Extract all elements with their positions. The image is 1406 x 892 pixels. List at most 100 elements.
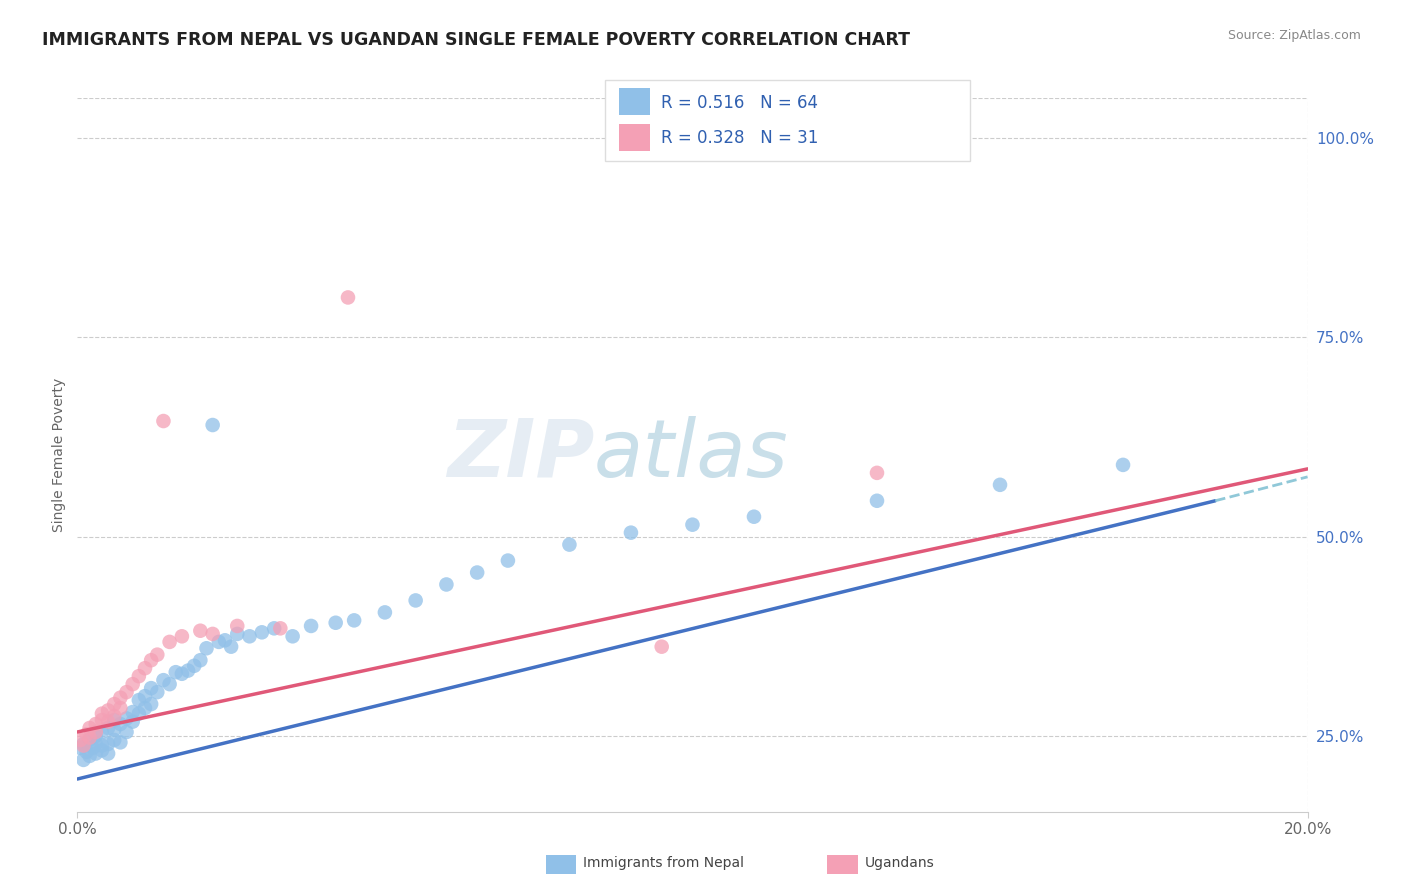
Point — [1112, 458, 1135, 472]
Point — [170, 666, 193, 681]
Point — [188, 624, 212, 638]
Point — [988, 478, 1011, 492]
Point — [69, 733, 91, 747]
Point — [72, 753, 94, 767]
Point — [226, 619, 249, 633]
Point — [159, 635, 181, 649]
Point — [84, 729, 107, 743]
Point — [82, 740, 104, 755]
Point — [651, 640, 673, 654]
Point — [84, 725, 107, 739]
Point — [84, 747, 107, 761]
Point — [134, 661, 156, 675]
Point — [374, 606, 396, 620]
Point — [90, 725, 114, 739]
Point — [84, 717, 107, 731]
Point — [152, 673, 174, 688]
Point — [325, 615, 347, 630]
Point — [79, 721, 101, 735]
Point — [76, 727, 98, 741]
Point — [201, 417, 224, 432]
Point — [121, 677, 143, 691]
Point — [170, 629, 193, 643]
Point — [128, 706, 150, 721]
Point — [146, 685, 169, 699]
Point — [97, 714, 120, 729]
Point — [436, 577, 458, 591]
Point — [97, 703, 120, 717]
Point — [103, 709, 125, 723]
Point — [682, 517, 704, 532]
Point — [103, 697, 125, 711]
Point — [620, 525, 643, 540]
Point — [141, 653, 163, 667]
Point — [177, 664, 200, 678]
Point — [84, 737, 107, 751]
Point — [465, 566, 488, 580]
Point — [72, 739, 94, 753]
Point — [103, 733, 125, 747]
Text: Immigrants from Nepal: Immigrants from Nepal — [583, 856, 745, 871]
Point — [496, 553, 519, 567]
Point — [742, 509, 765, 524]
Text: Source: ZipAtlas.com: Source: ZipAtlas.com — [1227, 29, 1361, 42]
Point — [208, 635, 231, 649]
Point — [219, 640, 242, 654]
Point — [128, 693, 150, 707]
Point — [110, 690, 132, 705]
Point — [115, 725, 138, 739]
Point — [141, 681, 163, 695]
Point — [226, 627, 249, 641]
Point — [90, 706, 114, 721]
Point — [558, 538, 581, 552]
Point — [165, 665, 187, 680]
Text: atlas: atlas — [595, 416, 789, 494]
Point — [281, 629, 304, 643]
Point — [115, 685, 138, 699]
Point — [146, 648, 169, 662]
Point — [79, 731, 101, 745]
Point — [152, 414, 174, 428]
Point — [121, 705, 143, 719]
Text: R = 0.516   N = 64: R = 0.516 N = 64 — [661, 94, 818, 112]
Point — [128, 669, 150, 683]
Point — [134, 701, 156, 715]
Point — [159, 677, 181, 691]
Point — [195, 641, 218, 656]
Point — [250, 625, 273, 640]
Point — [866, 466, 889, 480]
Point — [72, 737, 94, 751]
Point — [103, 723, 125, 737]
Point — [343, 613, 366, 627]
Point — [79, 748, 101, 763]
Point — [69, 740, 91, 755]
Point — [90, 739, 114, 753]
Text: ZIP: ZIP — [447, 416, 595, 494]
Point — [76, 745, 98, 759]
Text: IMMIGRANTS FROM NEPAL VS UGANDAN SINGLE FEMALE POVERTY CORRELATION CHART: IMMIGRANTS FROM NEPAL VS UGANDAN SINGLE … — [42, 31, 910, 49]
Y-axis label: Single Female Poverty: Single Female Poverty — [52, 378, 66, 532]
Point — [97, 737, 120, 751]
Point — [269, 621, 291, 635]
Point — [115, 711, 138, 725]
Point — [214, 633, 236, 648]
Point — [263, 621, 285, 635]
Point — [103, 713, 125, 727]
Point — [90, 743, 114, 757]
Point — [90, 713, 114, 727]
Point — [110, 717, 132, 731]
Text: R = 0.328   N = 31: R = 0.328 N = 31 — [661, 129, 818, 147]
Point — [121, 714, 143, 729]
Point — [79, 733, 101, 747]
Point — [239, 629, 262, 643]
Point — [97, 721, 120, 735]
Point — [110, 735, 132, 749]
Point — [866, 493, 889, 508]
Point — [183, 658, 205, 673]
Point — [337, 290, 360, 304]
Point — [405, 593, 427, 607]
Text: Ugandans: Ugandans — [865, 856, 935, 871]
Point — [110, 701, 132, 715]
Point — [201, 627, 224, 641]
Point — [141, 697, 163, 711]
